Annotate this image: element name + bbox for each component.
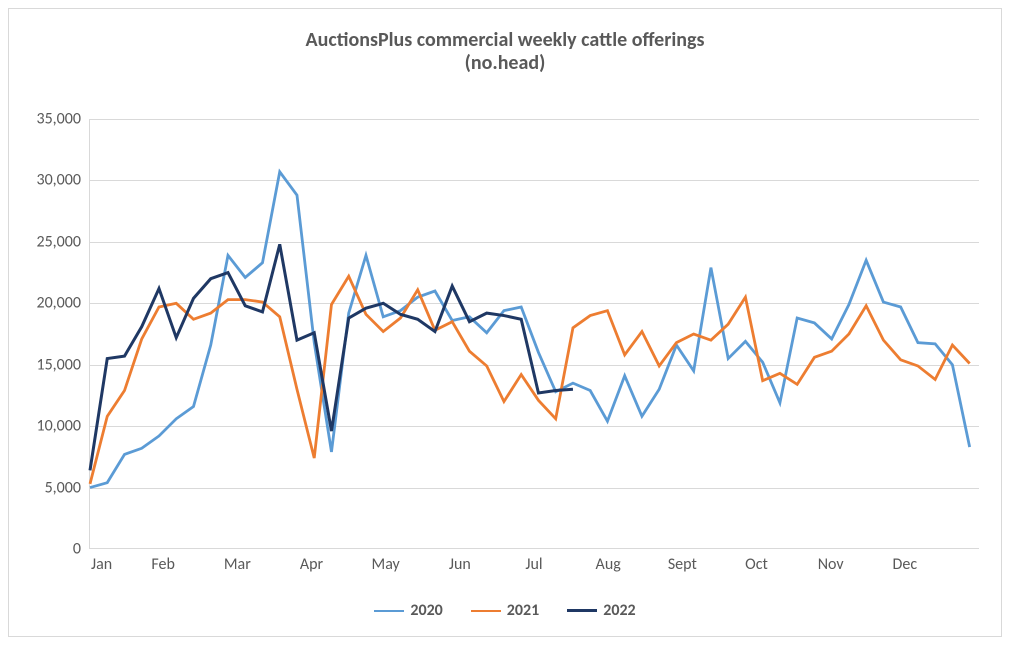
- x-tick-label: May: [372, 555, 400, 574]
- x-tick-label: Feb: [151, 555, 174, 574]
- chart-title: AuctionsPlus commercial weekly cattle of…: [9, 29, 1001, 75]
- series-2022: [90, 244, 573, 470]
- x-tick-label: Aug: [596, 555, 621, 574]
- y-tick-label: 20,000: [13, 294, 81, 313]
- legend-label: 2020: [410, 601, 442, 620]
- series-layer: [90, 119, 980, 549]
- x-tick-label: Nov: [818, 555, 844, 574]
- y-tick-label: 10,000: [13, 417, 81, 436]
- chart-title-line2: (no.head): [465, 51, 546, 75]
- x-tick-label: Jun: [449, 555, 471, 574]
- series-2020: [90, 172, 970, 488]
- x-tick-label: Jan: [91, 555, 112, 574]
- legend-item-2022: 2022: [567, 601, 635, 620]
- y-tick-label: 0: [13, 540, 81, 559]
- plot-area: [89, 119, 979, 549]
- y-tick-label: 35,000: [13, 110, 81, 129]
- chart-title-line1: AuctionsPlus commercial weekly cattle of…: [306, 28, 705, 52]
- y-tick-label: 15,000: [13, 355, 81, 374]
- x-tick-label: Mar: [224, 555, 251, 574]
- legend: 2020 2021 2022: [9, 601, 1001, 620]
- legend-item-2021: 2021: [471, 601, 539, 620]
- legend-swatch: [471, 610, 501, 612]
- legend-swatch: [374, 610, 404, 612]
- x-tick-label: Apr: [300, 555, 323, 574]
- chart-container: AuctionsPlus commercial weekly cattle of…: [8, 8, 1002, 637]
- legend-label: 2021: [507, 601, 539, 620]
- x-tick-label: Sept: [668, 555, 697, 574]
- x-tick-label: Dec: [893, 555, 918, 574]
- legend-item-2020: 2020: [374, 601, 442, 620]
- y-tick-label: 30,000: [13, 171, 81, 190]
- legend-swatch: [567, 609, 597, 612]
- y-tick-label: 25,000: [13, 232, 81, 251]
- series-2021: [90, 276, 970, 484]
- legend-label: 2022: [603, 601, 635, 620]
- y-tick-label: 5,000: [13, 478, 81, 497]
- x-tick-label: Oct: [745, 555, 768, 574]
- x-tick-label: Jul: [525, 555, 542, 574]
